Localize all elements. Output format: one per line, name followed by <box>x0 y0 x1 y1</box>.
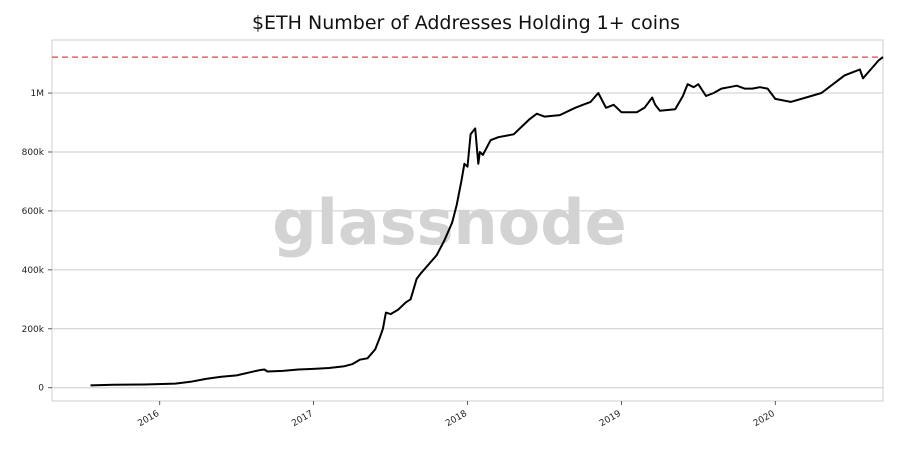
x-tick-label: 2018 <box>444 409 469 429</box>
y-tick-label: 600k <box>22 207 45 217</box>
y-tick-label: 400k <box>22 266 45 276</box>
chart-title: $ETH Number of Addresses Holding 1+ coin… <box>251 12 681 34</box>
series-line-0 <box>90 56 884 387</box>
y-tick-label: 1M <box>31 89 45 99</box>
y-tick-label: 800k <box>22 148 45 158</box>
y-tick-label: 0 <box>38 384 44 394</box>
watermark-layer: glassnode <box>272 186 626 259</box>
x-axis: 2016 2017 2018 2019 2020 <box>136 401 777 429</box>
y-axis: 0 200k 400k 600k 800k 1M <box>22 89 52 394</box>
x-tick-label: 2020 <box>752 409 777 429</box>
x-tick-label: 2019 <box>598 409 623 429</box>
x-tick-label: 2017 <box>290 409 315 429</box>
y-tick-label: 200k <box>22 325 45 335</box>
x-tick-label: 2016 <box>136 409 161 429</box>
grid-layer <box>52 92 883 389</box>
watermark-logo: glassnode <box>272 186 626 259</box>
series-layer <box>90 56 884 387</box>
